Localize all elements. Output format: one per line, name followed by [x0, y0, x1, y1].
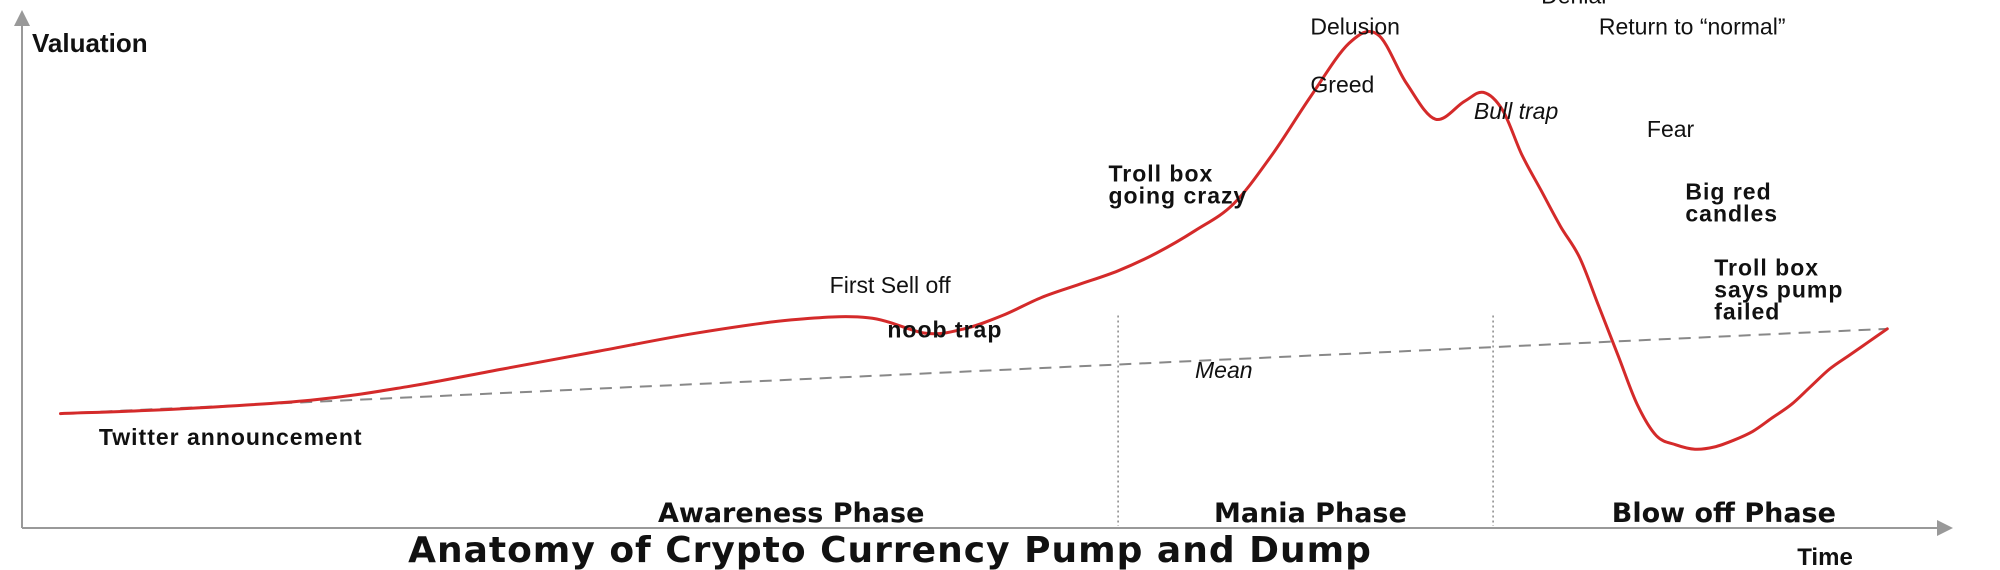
- annotation-5: Greed: [1310, 71, 1374, 97]
- mean-group: [60, 327, 1888, 415]
- annotation-13-line-1: Troll box: [1714, 254, 1819, 280]
- phase-label-3: Blow off Phase: [1612, 498, 1836, 529]
- annotations: Twitter announcement First Sell off noob t…: [99, 0, 1843, 450]
- phase-label-1: Awareness Phase: [658, 498, 924, 529]
- annotation-9-line-1: Return to “normal”: [1599, 13, 1786, 39]
- phase-labels: Awareness Phase Mania Phase Blow off Phase: [658, 498, 1836, 529]
- annotation-14: Mean: [1195, 357, 1253, 383]
- series-group: [59, 30, 1889, 451]
- annotation-1-line-1: Twitter announcement: [99, 424, 363, 450]
- annotation-3-line-1: noob trap: [887, 317, 1002, 343]
- y-axis-label: Valuation: [32, 28, 148, 58]
- mean-line: [60, 327, 1888, 415]
- annotation-6: Delusion: [1310, 13, 1400, 39]
- phase-dividers: [1117, 315, 1494, 526]
- annotation-2-line-1: First Sell off: [830, 272, 952, 298]
- annotation-11: Fear: [1647, 116, 1695, 142]
- annotation-4: Troll box going crazy: [1108, 161, 1247, 209]
- annotation-8-line-1: Denial: [1541, 0, 1606, 8]
- annotation-14-line-1: Mean: [1195, 357, 1253, 383]
- series-line-1: [59, 30, 1889, 451]
- annotation-13-line-3: failed: [1714, 298, 1780, 324]
- annotation-13-line-2: says pump: [1714, 276, 1843, 302]
- annotation-11-line-1: Fear: [1647, 116, 1695, 142]
- annotation-12: Big red candles: [1685, 178, 1778, 226]
- annotation-8: Denial: [1541, 0, 1606, 8]
- annotation-12-line-2: candles: [1685, 200, 1778, 226]
- annotation-12-line-1: Big red: [1685, 178, 1771, 204]
- annotation-2: First Sell off: [830, 272, 952, 298]
- annotation-1: Twitter announcement: [99, 424, 363, 450]
- annotation-4-line-1: Troll box: [1108, 161, 1213, 187]
- annotation-9: Return to “normal”: [1599, 13, 1786, 39]
- annotation-6-line-1: Delusion: [1310, 13, 1400, 39]
- annotation-13: Troll box says pump failed: [1714, 254, 1843, 324]
- annotation-10: Bull trap: [1474, 98, 1559, 124]
- axes: [14, 10, 1953, 536]
- annotation-3: noob trap: [887, 317, 1002, 343]
- annotation-10-line-1: Bull trap: [1474, 98, 1559, 124]
- x-axis-label: Time: [1797, 544, 1853, 570]
- annotation-4-line-2: going crazy: [1108, 183, 1247, 209]
- annotation-5-line-1: Greed: [1310, 71, 1374, 97]
- phase-label-2: Mania Phase: [1214, 498, 1407, 529]
- chart-title: Anatomy of Crypto Currency Pump and Dump: [408, 530, 1372, 570]
